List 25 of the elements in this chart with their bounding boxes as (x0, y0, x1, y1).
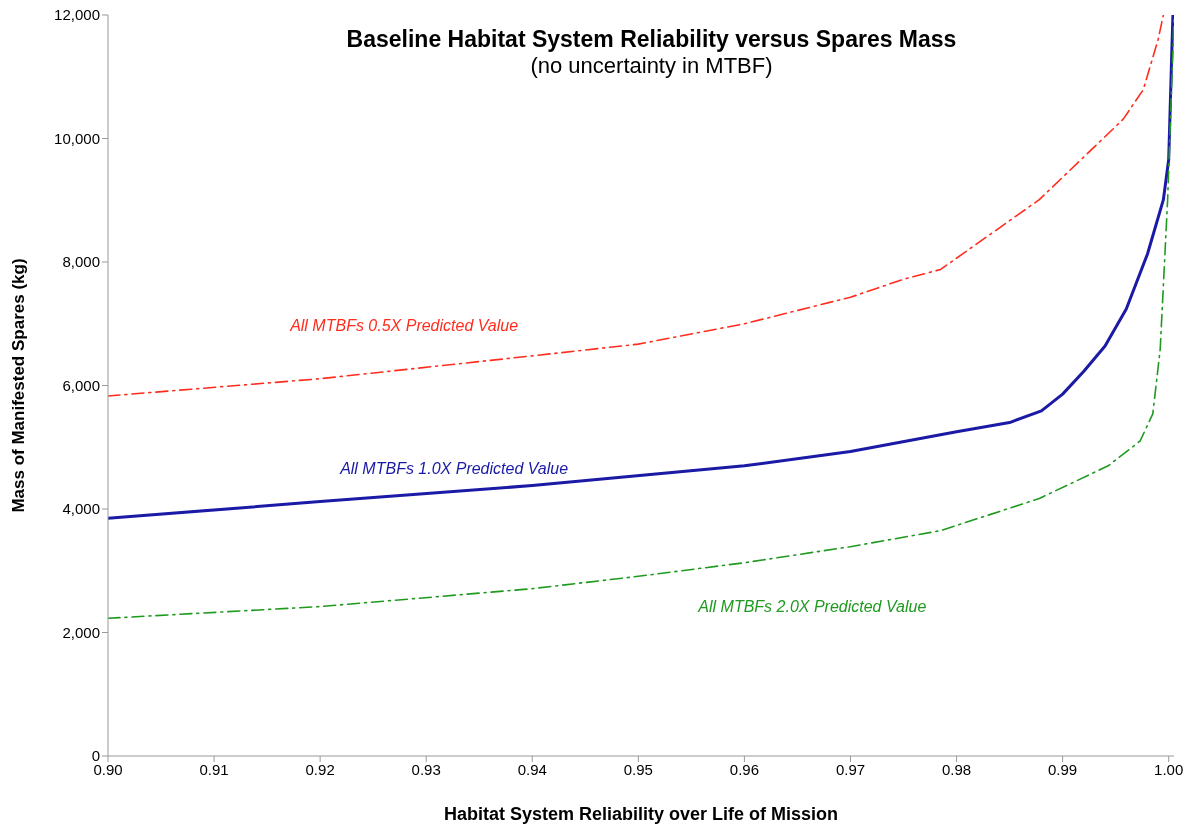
y-tick-label: 4,000 (62, 500, 100, 518)
x-tick-label: 0.99 (1048, 760, 1078, 778)
x-tick-label: 0.94 (517, 760, 547, 778)
text: (no uncertainty in MTBF) (529, 53, 774, 79)
x-tick-label: 1.00 (1154, 760, 1184, 778)
y-axis-title: Mass of Manifested Spares (kg) (9, 258, 29, 513)
x-tick-label: 0.98 (941, 760, 972, 778)
y-tick-label: 12,000 (54, 6, 100, 24)
x-tick-label: 0.96 (729, 760, 760, 778)
x-tick-label: 0.93 (411, 760, 441, 778)
series-label: All MTBFs 1.0X Predicted Value (339, 459, 569, 477)
x-tick-label: 0.91 (199, 760, 229, 778)
x-tick-label: 0.92 (305, 760, 335, 778)
y-tick-label: 6,000 (62, 376, 100, 394)
series-label: All MTBFs 0.5X Predicted Value (289, 316, 519, 334)
y-tick-label: 10,000 (54, 129, 100, 147)
x-tick-label: 0.97 (835, 760, 866, 778)
series-label: All MTBFs 2.0X Predicted Value (697, 598, 927, 616)
y-tick-label: 2,000 (62, 623, 100, 641)
text: Baseline Habitat System Reliability versus Spares Mass (345, 26, 958, 53)
x-tick-label: 0.95 (623, 760, 653, 778)
y-tick-label: 8,000 (62, 253, 100, 271)
line-series (108, 15, 1174, 520)
x-axis-title: Habitat System Reliability over Life of Mission (443, 804, 839, 824)
line-series (108, 15, 1165, 397)
